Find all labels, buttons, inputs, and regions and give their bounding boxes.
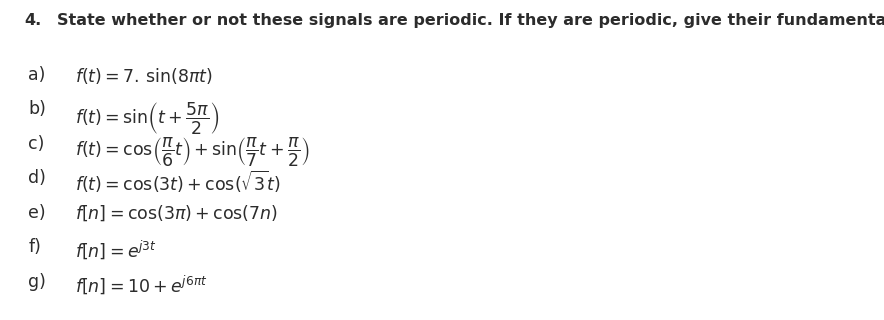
Text: $f(t) = \cos(3t) + \cos(\sqrt{3}t)$: $f(t) = \cos(3t) + \cos(\sqrt{3}t)$	[75, 169, 280, 195]
Text: $f[n] = \cos(3\pi) + \cos(7n)$: $f[n] = \cos(3\pi) + \cos(7n)$	[75, 204, 278, 223]
Text: $f[n] = e^{j3t}$: $f[n] = e^{j3t}$	[75, 238, 156, 261]
Text: State whether or not these signals are periodic. If they are periodic, give thei: State whether or not these signals are p…	[57, 13, 884, 28]
Text: g): g)	[28, 273, 46, 291]
Text: c): c)	[28, 135, 45, 153]
Text: b): b)	[28, 100, 46, 118]
Text: $f(t) = 7.\,\mathrm{sin}(8\pi t)$: $f(t) = 7.\,\mathrm{sin}(8\pi t)$	[75, 66, 213, 85]
Text: $f(t) = \cos\!\left(\dfrac{\pi}{6}t\right) + \sin\!\left(\dfrac{\pi}{7}t + \dfra: $f(t) = \cos\!\left(\dfrac{\pi}{6}t\righ…	[75, 135, 309, 168]
Text: f): f)	[28, 238, 42, 256]
Text: e): e)	[28, 204, 46, 222]
Text: $f[n] = 10 + e^{j6\pi t}$: $f[n] = 10 + e^{j6\pi t}$	[75, 273, 208, 296]
Text: $f(t) = \sin\!\left(t + \dfrac{5\pi}{2}\right)$: $f(t) = \sin\!\left(t + \dfrac{5\pi}{2}\…	[75, 100, 220, 136]
Text: a): a)	[28, 66, 46, 84]
Text: 4.: 4.	[25, 13, 42, 28]
Text: d): d)	[28, 169, 46, 187]
